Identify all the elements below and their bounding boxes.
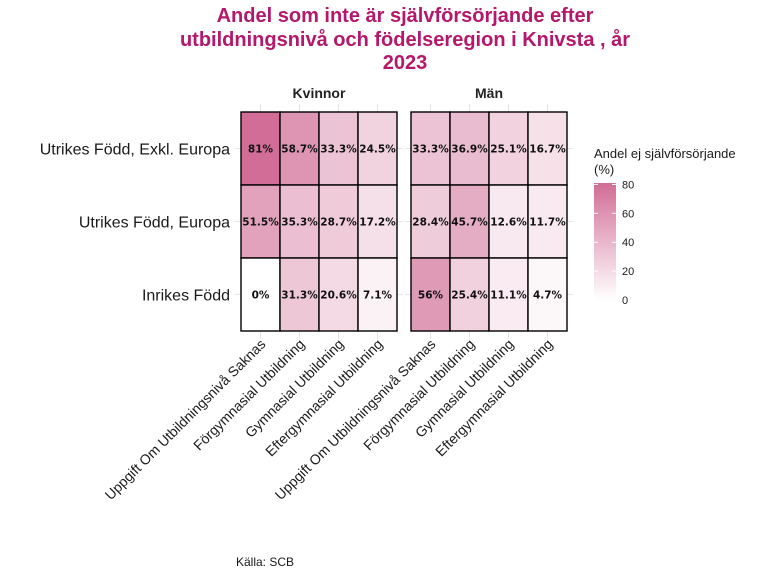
cell-value-label: 7.1% bbox=[363, 290, 393, 302]
cell-value-label: 28.4% bbox=[412, 217, 449, 229]
legend-tick-label: 60 bbox=[622, 208, 634, 220]
legend-tick-label: 0 bbox=[622, 295, 628, 307]
heatmap-cell bbox=[488, 111, 529, 186]
cell-value-label: 11.7% bbox=[529, 217, 566, 229]
cell-value-label: 4.7% bbox=[533, 290, 563, 302]
chart-title-line-2: utbildningsnivå och födelseregion i Kniv… bbox=[180, 28, 630, 51]
heatmap-cell bbox=[410, 111, 451, 186]
heatmap-cell bbox=[279, 257, 320, 332]
y-axis-label: Inrikes Född bbox=[142, 288, 230, 305]
y-axis-label: Utrikes Född, Exkl. Europa bbox=[40, 142, 230, 159]
legend-title-line-2: (%) bbox=[594, 162, 614, 177]
heatmap-cell bbox=[357, 184, 398, 259]
y-axis-labels: Utrikes Född, Exkl. Europa Utrikes Född, … bbox=[40, 142, 230, 305]
y-axis-label: Utrikes Född, Europa bbox=[79, 215, 230, 232]
cell-value-label: 25.4% bbox=[451, 290, 488, 302]
cell-value-label: 16.7% bbox=[529, 144, 566, 156]
cell-value-label: 12.6% bbox=[490, 217, 527, 229]
heatmap-cell bbox=[357, 257, 398, 332]
legend-title-line-1: Andel ej självförsörjande bbox=[594, 146, 736, 161]
chart-title-line-3: 2023 bbox=[383, 52, 428, 74]
facet-label-1: Män bbox=[475, 85, 503, 101]
color-legend: Andel ej självförsörjande (%) 0 20 40 60 80 bbox=[594, 146, 736, 307]
legend-tick-label: 80 bbox=[622, 179, 634, 191]
cell-value-label: 35.3% bbox=[281, 217, 318, 229]
cell-value-label: 11.1% bbox=[490, 290, 527, 302]
heatmap-cell bbox=[488, 257, 529, 332]
heatmap-cell bbox=[449, 257, 490, 332]
heatmap-cell bbox=[318, 257, 359, 332]
legend-colorbar bbox=[594, 183, 616, 300]
x-axis-label: Uppgift Om Utbildningsnivå Saknas bbox=[102, 336, 269, 503]
heatmap-cell bbox=[318, 184, 359, 259]
heatmap-cell bbox=[357, 111, 398, 186]
cell-value-label: 81% bbox=[248, 144, 274, 156]
cell-value-label: 33.3% bbox=[320, 144, 357, 156]
heatmap-cell bbox=[410, 257, 451, 332]
cell-value-label: 0% bbox=[252, 290, 270, 302]
heatmap-cell bbox=[240, 184, 281, 259]
facet-label-0: Kvinnor bbox=[293, 85, 346, 101]
cell-value-label: 28.7% bbox=[320, 217, 357, 229]
cell-value-label: 24.5% bbox=[359, 144, 396, 156]
cell-value-label: 25.1% bbox=[490, 144, 527, 156]
cell-value-label: 17.2% bbox=[359, 217, 396, 229]
chart-title-line-1: Andel som inte är självförsörjande efter bbox=[217, 5, 594, 27]
heatmap-cell bbox=[449, 184, 490, 259]
cell-value-label: 45.7% bbox=[451, 217, 488, 229]
legend-tick-label: 20 bbox=[622, 266, 634, 278]
legend-tick-label: 40 bbox=[622, 237, 634, 249]
heatmap-cell bbox=[527, 184, 568, 259]
cell-value-label: 31.3% bbox=[281, 290, 318, 302]
cell-value-label: 20.6% bbox=[320, 290, 357, 302]
heatmap-cell bbox=[527, 257, 568, 332]
cell-value-label: 36.9% bbox=[451, 144, 488, 156]
cell-value-label: 33.3% bbox=[412, 144, 449, 156]
cell-value-label: 56% bbox=[418, 290, 444, 302]
cell-value-label: 51.5% bbox=[242, 217, 279, 229]
cell-value-label: 58.7% bbox=[281, 144, 318, 156]
source-caption: Källa: SCB bbox=[236, 555, 294, 569]
chart-title: Andel som inte är självförsörjande efter… bbox=[180, 5, 630, 74]
